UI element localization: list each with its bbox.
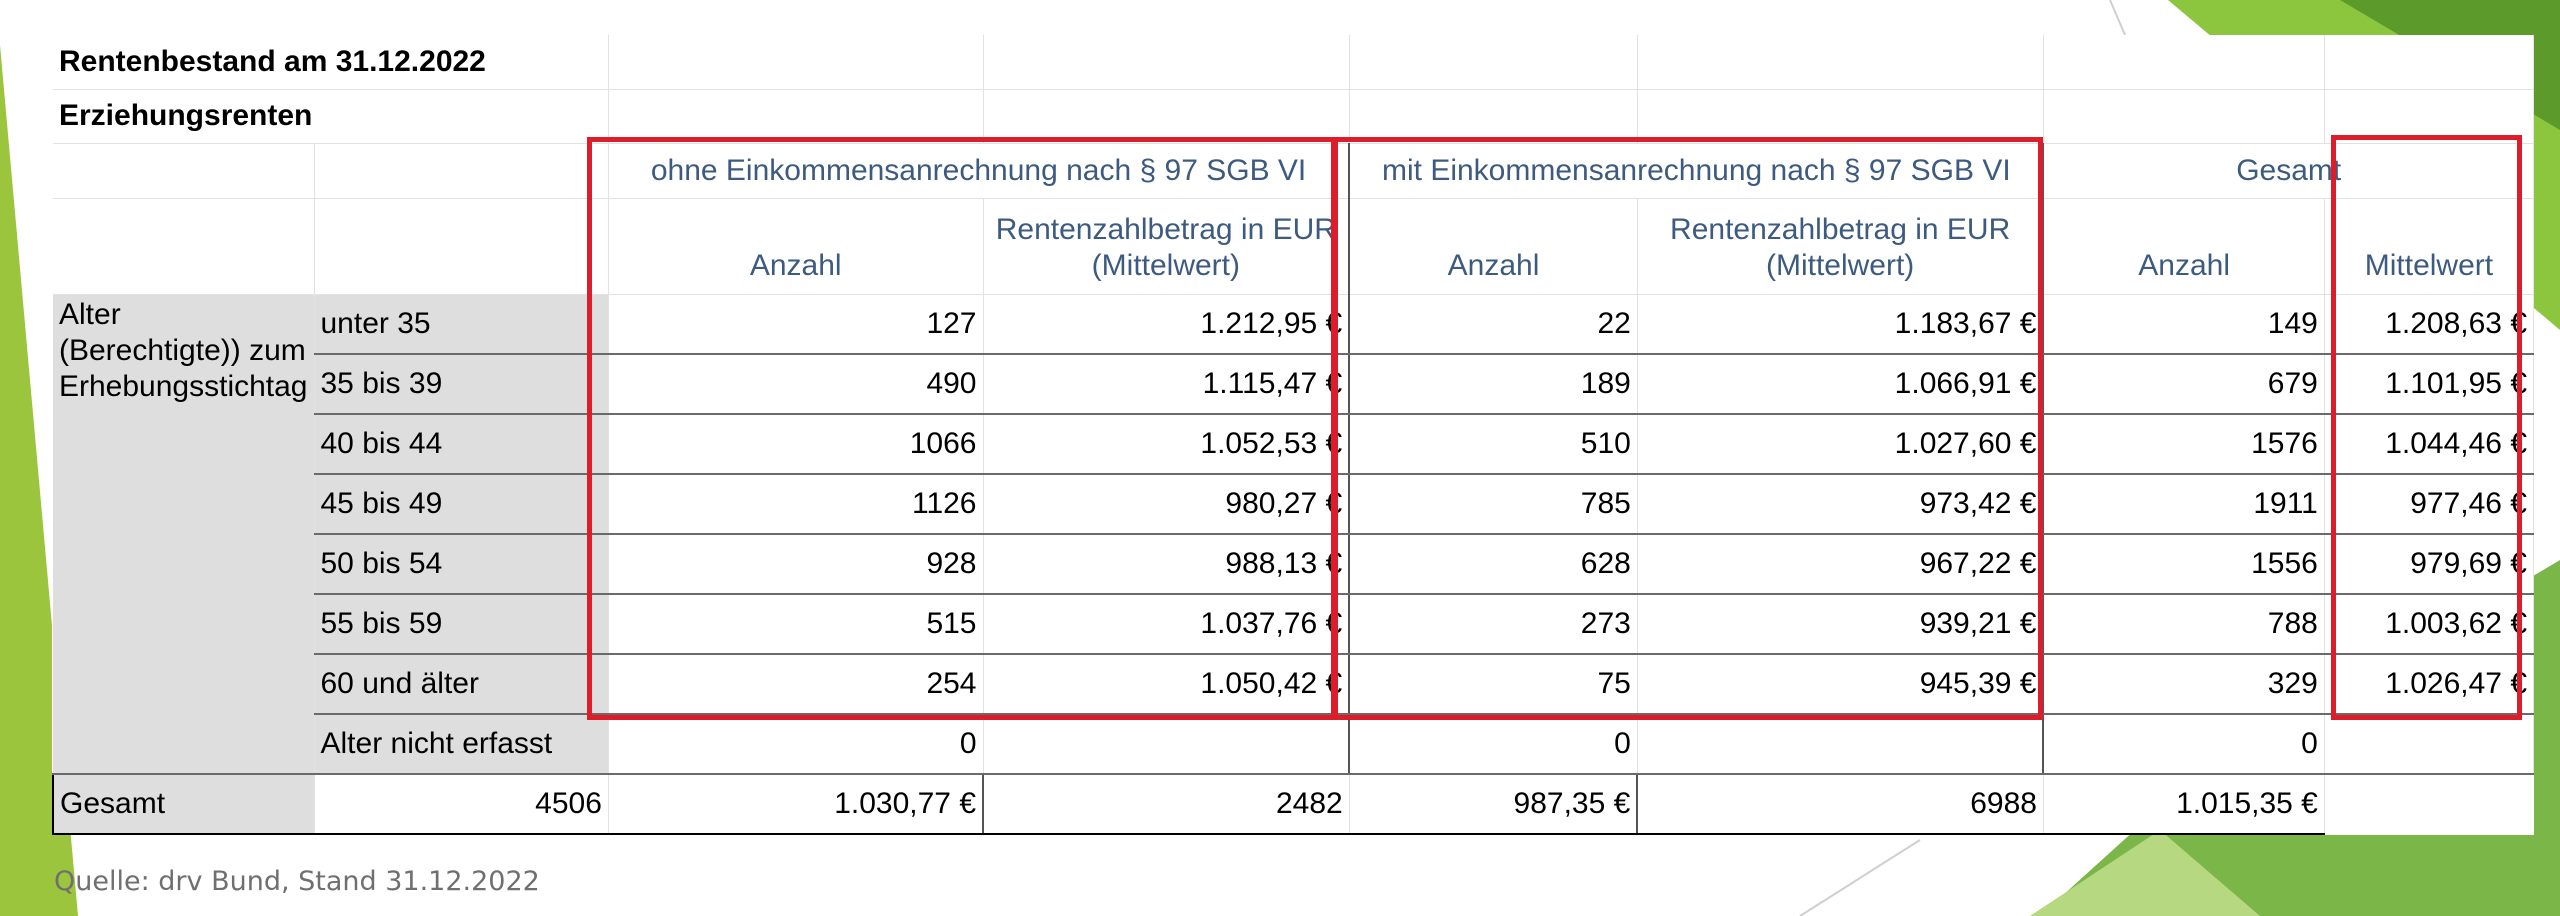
gesamt-mittelwert-cell: 1.044,46 € [2324, 414, 2535, 475]
table-row: 35 bis 39 490 1.115,47 € 189 1.066,91 € … [53, 354, 2535, 415]
gesamt-anzahl-cell: 1576 [2043, 414, 2325, 475]
pension-table: Rentenbestand am 31.12.2022 Erziehungsre… [52, 35, 2535, 835]
gesamt-mittelwert-cell: 979,69 € [2324, 534, 2535, 595]
mit-betrag-cell: 973,42 € [1637, 474, 2045, 535]
deco-green-triangle-bottomright-light [2030, 830, 2260, 916]
row-group-label: Alter (Berechtigte)) zum Erhebungssticht… [53, 294, 315, 775]
mit-anzahl-cell: 22 [1349, 294, 1638, 355]
mit-anzahl-cell: 273 [1349, 594, 1638, 655]
mit-betrag-cell: 1.066,91 € [1637, 354, 2045, 415]
gesamt-anzahl-cell: 149 [2043, 294, 2325, 355]
ohne-anzahl-cell: 0 [608, 714, 984, 775]
ohne-betrag-cell: 1.212,95 € [983, 294, 1351, 355]
group-header-mit: mit Einkommensanrechnung nach § 97 SGB V… [1349, 143, 2045, 199]
table-subtitle: Erziehungsrenten [53, 89, 609, 144]
table-row: Alter (Berechtigte)) zum Erhebungssticht… [53, 294, 2535, 775]
ohne-anzahl-cell: 515 [608, 594, 984, 655]
table-row: 60 und älter 254 1.050,42 € 75 945,39 € … [53, 654, 2535, 715]
header-ohne-anzahl: Anzahl [608, 198, 984, 295]
total-label: Gesamt [52, 773, 315, 835]
total-mit-betrag: 987,35 € [1349, 773, 1639, 835]
header-ohne-betrag: Rentenzahlbetrag in EUR (Mittelwert) [983, 198, 1351, 295]
ohne-anzahl-cell: 254 [608, 654, 984, 715]
title-row: Rentenbestand am 31.12.2022 [53, 35, 2535, 90]
header-mit-betrag: Rentenzahlbetrag in EUR (Mittelwert) [1637, 198, 2045, 295]
gesamt-mittelwert-cell [2324, 714, 2535, 775]
ohne-betrag-cell: 1.115,47 € [983, 354, 1351, 415]
ohne-anzahl-cell: 1066 [608, 414, 984, 475]
gesamt-anzahl-cell: 1911 [2043, 474, 2325, 535]
group-header-row: ohne Einkommensanrechnung nach § 97 SGB … [53, 143, 2535, 199]
age-label: unter 35 [314, 294, 609, 355]
spreadsheet: Rentenbestand am 31.12.2022 Erziehungsre… [52, 35, 2535, 835]
age-label: 45 bis 49 [314, 474, 609, 535]
age-label: 35 bis 39 [314, 354, 609, 415]
table-row: Alter nicht erfasst 0 0 0 [53, 714, 2535, 775]
total-gesamt-mittelwert: 1.015,35 € [2043, 773, 2325, 835]
age-label: 55 bis 59 [314, 594, 609, 655]
table-row: 45 bis 49 1126 980,27 € 785 973,42 € 191… [53, 474, 2535, 535]
column-header-row: Anzahl Rentenzahlbetrag in EUR (Mittelwe… [53, 198, 2535, 295]
age-label: 60 und älter [314, 654, 609, 715]
mit-betrag-cell: 1.183,67 € [1637, 294, 2045, 355]
source-note: Quelle: drv Bund, Stand 31.12.2022 [54, 866, 540, 897]
header-mit-anzahl: Anzahl [1349, 198, 1638, 295]
mit-betrag-cell: 939,21 € [1637, 594, 2045, 655]
mit-betrag-cell [1637, 714, 2045, 775]
ohne-anzahl-cell: 1126 [608, 474, 984, 535]
ohne-betrag-cell: 988,13 € [983, 534, 1351, 595]
mit-anzahl-cell: 75 [1349, 654, 1638, 715]
gesamt-mittelwert-cell: 1.101,95 € [2324, 354, 2535, 415]
deco-line-bottom [1799, 839, 1921, 916]
deco-line-top [2109, 0, 2126, 36]
header-gesamt-anzahl: Anzahl [2043, 198, 2325, 295]
ohne-anzahl-cell: 490 [608, 354, 984, 415]
ohne-betrag-cell: 980,27 € [983, 474, 1351, 535]
header-gesamt-mittelwert: Mittelwert [2324, 198, 2535, 295]
table-row: 50 bis 54 928 988,13 € 628 967,22 € 1556… [53, 534, 2535, 595]
total-row: Gesamt 4506 1.030,77 € 2482 987,35 € 698… [52, 773, 2534, 835]
total-ohne-anzahl: 4506 [314, 773, 609, 835]
subtitle-row: Erziehungsrenten [53, 89, 2535, 144]
mit-anzahl-cell: 510 [1349, 414, 1638, 475]
total-ohne-betrag: 1.030,77 € [608, 773, 984, 835]
ohne-betrag-cell: 1.037,76 € [983, 594, 1351, 655]
mit-betrag-cell: 967,22 € [1637, 534, 2045, 595]
ohne-anzahl-cell: 928 [608, 534, 984, 595]
mit-anzahl-cell: 0 [1349, 714, 1638, 775]
gesamt-anzahl-cell: 329 [2043, 654, 2325, 715]
total-mit-anzahl: 2482 [983, 773, 1350, 835]
gesamt-anzahl-cell: 679 [2043, 354, 2325, 415]
total-gesamt-anzahl: 6988 [1637, 773, 2044, 835]
gesamt-mittelwert-cell: 977,46 € [2324, 474, 2535, 535]
mit-betrag-cell: 1.027,60 € [1637, 414, 2045, 475]
gesamt-mittelwert-cell: 1.208,63 € [2324, 294, 2535, 355]
mit-anzahl-cell: 628 [1349, 534, 1638, 595]
ohne-betrag-cell: 1.052,53 € [983, 414, 1351, 475]
gesamt-anzahl-cell: 788 [2043, 594, 2325, 655]
ohne-betrag-cell: 1.050,42 € [983, 654, 1351, 715]
ohne-anzahl-cell: 127 [608, 294, 984, 355]
table-row: 40 bis 44 1066 1.052,53 € 510 1.027,60 €… [53, 414, 2535, 475]
age-label: 50 bis 54 [314, 534, 609, 595]
gesamt-anzahl-cell: 1556 [2043, 534, 2325, 595]
mit-betrag-cell: 945,39 € [1637, 654, 2045, 715]
ohne-betrag-cell [983, 714, 1351, 775]
gesamt-mittelwert-cell: 1.003,62 € [2324, 594, 2535, 655]
gesamt-mittelwert-cell: 1.026,47 € [2324, 654, 2535, 715]
group-header-gesamt: Gesamt [2043, 143, 2535, 199]
mit-anzahl-cell: 189 [1349, 354, 1638, 415]
age-label: Alter nicht erfasst [314, 714, 609, 775]
table-row: 55 bis 59 515 1.037,76 € 273 939,21 € 78… [53, 594, 2535, 655]
gesamt-anzahl-cell: 0 [2043, 714, 2325, 775]
age-label: 40 bis 44 [314, 414, 609, 475]
group-header-ohne: ohne Einkommensanrechnung nach § 97 SGB … [608, 143, 1351, 199]
mit-anzahl-cell: 785 [1349, 474, 1638, 535]
table-title: Rentenbestand am 31.12.2022 [53, 35, 609, 90]
